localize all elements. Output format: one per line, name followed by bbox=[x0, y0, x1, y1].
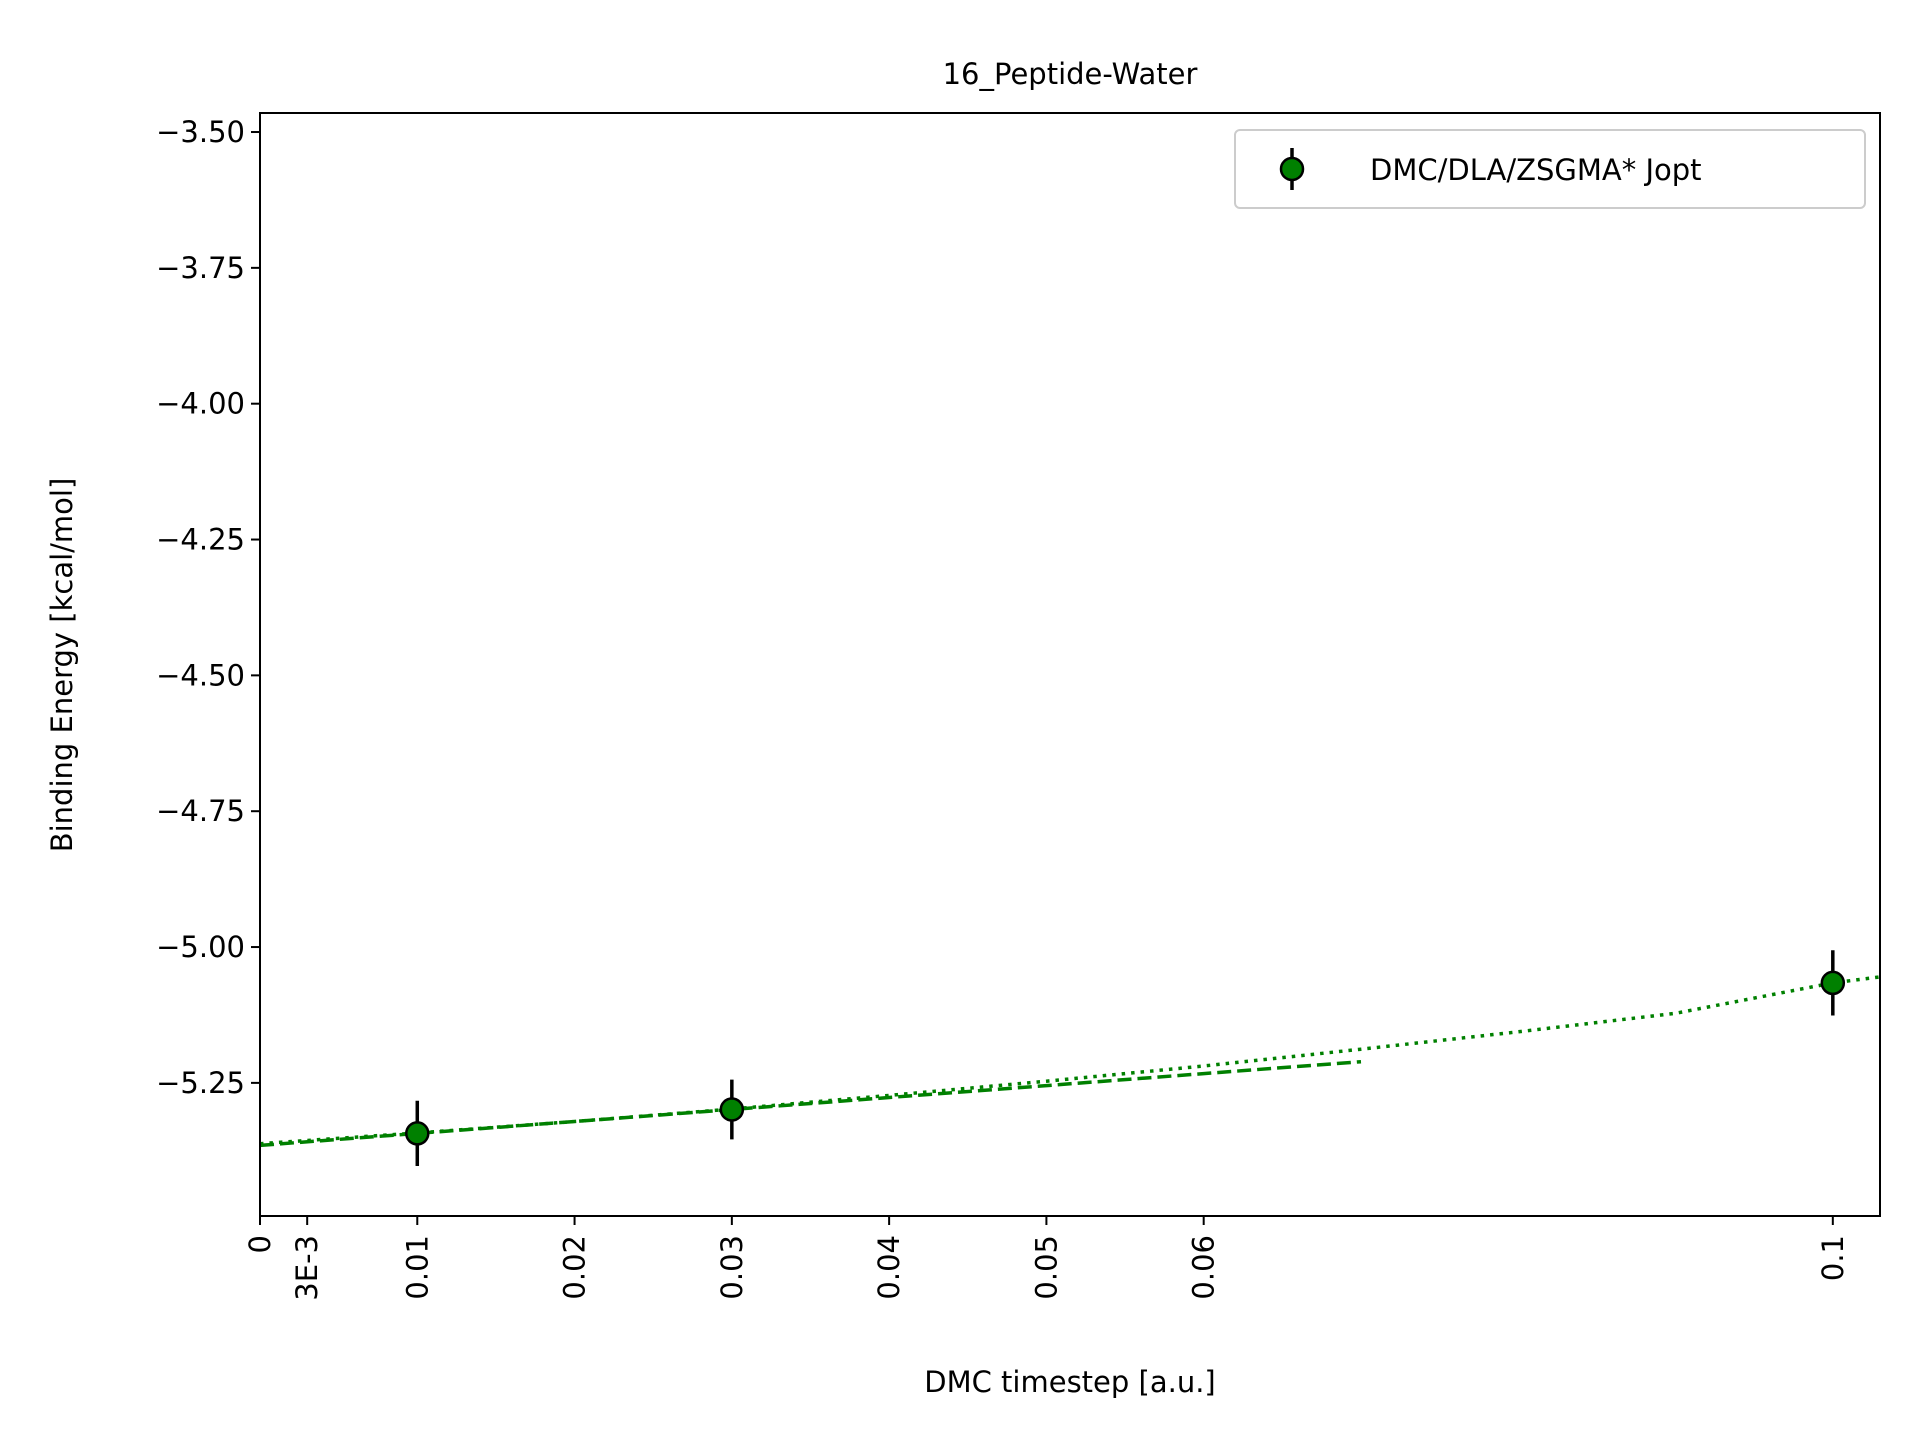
y-tick-label: −3.75 bbox=[156, 251, 245, 285]
y-tick-label: −4.00 bbox=[156, 387, 245, 421]
x-tick-label: 0.06 bbox=[1187, 1235, 1221, 1300]
y-tick-label: −4.25 bbox=[156, 523, 245, 557]
x-tick-label: 0.01 bbox=[400, 1235, 434, 1300]
data-point bbox=[1820, 970, 1846, 996]
x-axis-ticks: 0 3E-3 0.01 0.02 0.03 0.04 0.05 0.06 0.1 bbox=[243, 1216, 1850, 1301]
y-tick-label: −3.50 bbox=[156, 115, 245, 149]
chart-title: 16_Peptide-Water bbox=[943, 57, 1198, 91]
x-tick-label: 0.05 bbox=[1029, 1235, 1063, 1300]
x-tick-label: 0.1 bbox=[1816, 1235, 1850, 1281]
y-tick-label: −5.25 bbox=[156, 1066, 245, 1100]
x-tick-label: 0.03 bbox=[715, 1235, 749, 1300]
data-point bbox=[719, 1097, 745, 1122]
y-tick-label: −4.50 bbox=[156, 658, 245, 692]
y-tick-label: −4.75 bbox=[156, 794, 245, 828]
legend: DMC/DLA/ZSGMA* Jopt bbox=[1234, 129, 1866, 209]
x-tick-label: 3E-3 bbox=[290, 1235, 324, 1301]
plot-frame bbox=[259, 112, 1881, 1217]
y-tick-label: −5.00 bbox=[156, 930, 245, 964]
x-tick-label: 0.02 bbox=[558, 1235, 592, 1300]
y-axis-ticks: −3.50 −3.75 −4.00 −4.25 −4.50 −4.75 −5.00 −5.25 bbox=[156, 115, 260, 1100]
fit-line-dotted bbox=[259, 975, 1881, 1146]
y-axis-label: Binding Energy [kcal/mol] bbox=[45, 478, 79, 853]
data-point bbox=[405, 1121, 430, 1146]
legend-label: DMC/DLA/ZSGMA* Jopt bbox=[1370, 153, 1702, 187]
x-tick-label: 0 bbox=[243, 1235, 277, 1253]
data-points bbox=[405, 950, 1846, 1167]
legend-marker bbox=[1279, 156, 1305, 182]
x-axis-label: DMC timestep [a.u.] bbox=[924, 1365, 1216, 1399]
legend-box bbox=[1234, 129, 1866, 209]
fit-lines bbox=[259, 975, 1881, 1148]
x-tick-label: 0.04 bbox=[872, 1235, 906, 1300]
